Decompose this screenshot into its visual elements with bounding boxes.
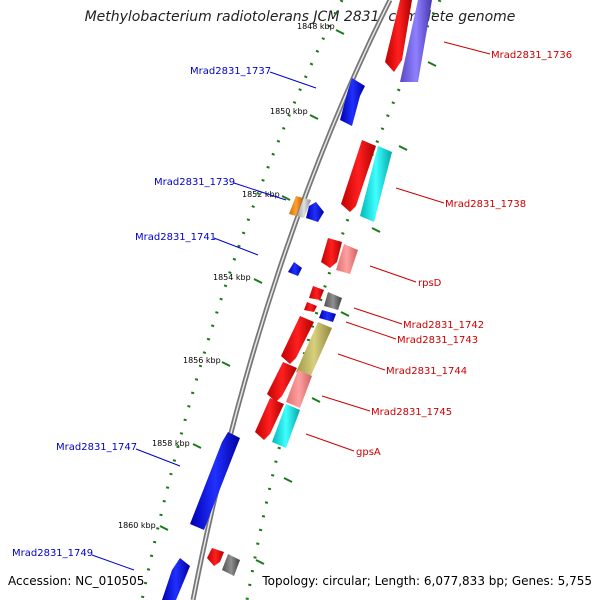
kbp-tick-1852: 1852 kbp <box>242 190 291 201</box>
gene-1744-partner <box>296 322 332 378</box>
gene-1736-partner <box>400 0 432 82</box>
kbp-label-1848: 1848 kbp <box>297 22 335 31</box>
label-mrad2831-1749[interactable]: Mrad2831_1749 <box>12 548 93 559</box>
label-mrad2831-1736[interactable]: Mrad2831_1736 <box>491 50 572 61</box>
gene-1742-partner <box>324 292 342 310</box>
kbp-tick-1856: 1856 kbp <box>183 356 231 367</box>
kbp-label-1860: 1860 kbp <box>118 521 156 530</box>
label-mrad2831-1741[interactable]: Mrad2831_1741 <box>135 232 216 243</box>
label-mrad2831-1743[interactable]: Mrad2831_1743 <box>397 335 478 346</box>
gene-1737 <box>340 78 365 126</box>
leader-lines <box>91 41 491 571</box>
kbp-tick-1854: 1854 kbp <box>213 273 263 284</box>
label-mrad2831-1747[interactable]: Mrad2831_1747 <box>56 442 137 453</box>
label-mrad2831-1737[interactable]: Mrad2831_1737 <box>190 66 271 77</box>
inner-tick-ring <box>140 0 344 600</box>
kbp-label-1856: 1856 kbp <box>183 356 221 365</box>
label-mrad2831-1745[interactable]: Mrad2831_1745 <box>371 407 452 418</box>
gene-1747 <box>190 432 240 530</box>
gene-1739-a <box>289 196 303 216</box>
gene-gpsA <box>255 398 284 440</box>
kbp-label-1854: 1854 kbp <box>213 273 251 282</box>
gene-labels: Mrad2831_1737 Mrad2831_1739 Mrad2831_174… <box>12 50 572 559</box>
gene-1744 <box>281 316 314 364</box>
gene-1739-b <box>297 198 311 218</box>
gene-1745-partner <box>286 370 312 408</box>
gene-gpsA-partner <box>272 404 300 448</box>
gene-1742b <box>304 302 317 312</box>
label-mrad2831-1738[interactable]: Mrad2831_1738 <box>445 199 526 210</box>
gene-1741 <box>288 262 302 276</box>
kbp-tick-1858: 1858 kbp <box>152 439 202 449</box>
forward-strand-genes <box>162 78 365 600</box>
kbp-tick-1848: 1848 kbp <box>297 22 345 35</box>
label-mrad2831-1742[interactable]: Mrad2831_1742 <box>403 320 484 331</box>
gene-1743 <box>319 310 336 322</box>
gene-1749 <box>162 558 190 600</box>
genome-summary-text: Topology: circular; Length: 6,077,833 bp… <box>262 574 592 588</box>
gene-rpsD-partner <box>336 244 358 274</box>
kbp-label-1852: 1852 kbp <box>242 190 280 199</box>
kbp-label-1850: 1850 kbp <box>270 107 308 116</box>
label-mrad2831-1739[interactable]: Mrad2831_1739 <box>154 177 235 188</box>
gene-1739-c <box>306 202 324 222</box>
gene-rpsD <box>321 238 342 268</box>
gene-near-1749-a <box>207 548 224 566</box>
gene-near-1749-b <box>222 554 240 576</box>
kbp-ticks: 1848 kbp 1850 kbp 1852 kbp 1854 kbp 1856… <box>118 22 345 531</box>
label-gpsA[interactable]: gpsA <box>356 447 381 458</box>
gene-1736 <box>385 0 412 72</box>
outer-tick-ring <box>245 0 442 600</box>
kbp-tick-1850: 1850 kbp <box>270 107 319 120</box>
label-rpsD[interactable]: rpsD <box>418 278 442 289</box>
outer-minor-ticks <box>255 61 437 565</box>
kbp-tick-1860: 1860 kbp <box>118 521 169 531</box>
gene-1745 <box>267 362 297 402</box>
kbp-label-1858: 1858 kbp <box>152 439 190 448</box>
gene-1738-partner <box>360 146 392 222</box>
gene-1738 <box>341 140 376 212</box>
gene-1742 <box>309 286 324 300</box>
label-mrad2831-1744[interactable]: Mrad2831_1744 <box>386 366 467 377</box>
reverse-strand-genes <box>207 0 432 576</box>
accession-text: Accession: NC_010505 <box>8 574 145 588</box>
